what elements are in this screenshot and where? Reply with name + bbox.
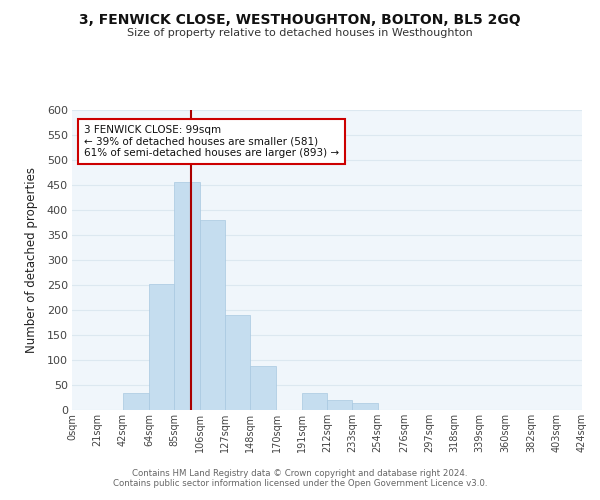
Bar (352, 403, 377, 410)
Text: Contains HM Land Registry data © Crown copyright and database right 2024.: Contains HM Land Registry data © Crown c… (132, 468, 468, 477)
Bar (225, 314, 250, 410)
Text: Size of property relative to detached houses in Westhoughton: Size of property relative to detached ho… (127, 28, 473, 38)
Bar (122, 392, 149, 410)
Bar (250, 366, 277, 410)
Bar (302, 392, 327, 410)
Bar (327, 400, 352, 410)
Y-axis label: Number of detached properties: Number of detached properties (25, 167, 38, 353)
Text: 3, FENWICK CLOSE, WESTHOUGHTON, BOLTON, BL5 2GQ: 3, FENWICK CLOSE, WESTHOUGHTON, BOLTON, … (79, 12, 521, 26)
Bar (199, 220, 225, 410)
Bar (149, 284, 174, 410)
Bar (174, 182, 199, 410)
Text: 3 FENWICK CLOSE: 99sqm
← 39% of detached houses are smaller (581)
61% of semi-de: 3 FENWICK CLOSE: 99sqm ← 39% of detached… (84, 125, 339, 158)
Text: Contains public sector information licensed under the Open Government Licence v3: Contains public sector information licen… (113, 478, 487, 488)
